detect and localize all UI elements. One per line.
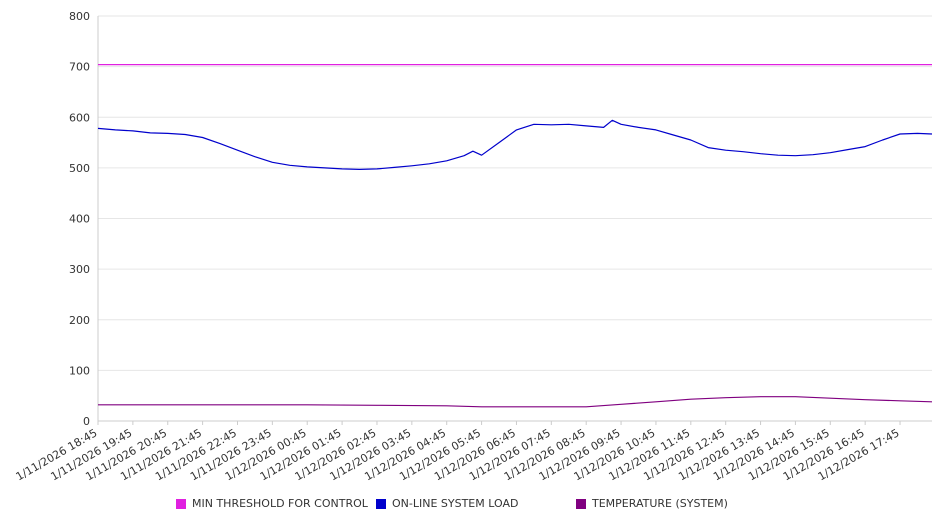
line-chart: 0 100 200 300 400 500 600 700 800 1/11/2026 18:4…: [14, 10, 933, 483]
series-line-system-load: [97, 119, 933, 170]
grid-lines: [98, 15, 932, 371]
legend-item-temperature: TEMPERATURE (SYSTEM): [576, 497, 728, 510]
y-tick-label: 500: [69, 162, 90, 175]
y-tick-label: 600: [69, 111, 90, 124]
y-tick-label: 700: [69, 61, 90, 74]
y-tick-label: 800: [69, 10, 90, 23]
y-tick-labels: 0 100 200 300 400 500 600 700 800: [69, 10, 90, 428]
y-tick-label: 200: [69, 314, 90, 327]
series-lines: [97, 63, 933, 408]
legend-swatch-temperature: [576, 498, 586, 509]
legend: MIN THRESHOLD FOR CONTROL ON-LINE SYSTEM…: [0, 497, 946, 515]
legend-label-system-load: ON-LINE SYSTEM LOAD: [392, 497, 519, 510]
y-tick-label: 100: [69, 364, 90, 377]
legend-swatch-min-threshold: [176, 498, 186, 509]
series-line-temperature: [98, 396, 933, 408]
legend-item-min-threshold: MIN THRESHOLD FOR CONTROL: [176, 497, 368, 510]
y-tick-label: 400: [69, 213, 90, 226]
y-tick-label: 0: [83, 415, 90, 428]
legend-label-temperature: TEMPERATURE (SYSTEM): [592, 497, 728, 510]
legend-swatch-system-load: [376, 498, 386, 509]
legend-label-min-threshold: MIN THRESHOLD FOR CONTROL: [192, 497, 368, 510]
legend-item-system-load: ON-LINE SYSTEM LOAD: [376, 497, 518, 510]
x-tick-labels: 1/11/2026 18:451/11/2026 19:451/11/2026 …: [14, 421, 902, 483]
y-tick-label: 300: [69, 263, 90, 276]
